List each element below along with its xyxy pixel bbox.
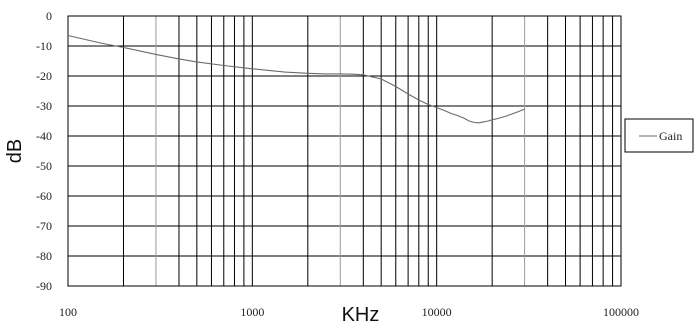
y-axis-label: dB <box>4 139 26 163</box>
y-tick-label: -90 <box>36 279 52 293</box>
series-line-gain <box>67 34 525 124</box>
x-tick-label: 1000 <box>240 305 264 319</box>
y-tick-label: -50 <box>36 159 52 173</box>
x-tick-labels: 100 1000 10000 100000 <box>59 305 639 319</box>
y-tick-label: -70 <box>36 219 52 233</box>
legend-entry-gain: Gain <box>659 129 682 143</box>
y-tick-labels: 0 -10 -20 -30 -40 -50 -60 -70 -80 -90 <box>36 9 52 293</box>
y-tick-label: -40 <box>36 129 52 143</box>
legend: Gain <box>624 118 694 153</box>
legend-box <box>624 118 694 153</box>
x-tick-label: 10000 <box>422 305 452 319</box>
y-tick-label: -20 <box>36 69 52 83</box>
plot-area <box>67 15 622 287</box>
x-grid <box>67 16 622 286</box>
x-axis-label: KHz <box>342 304 380 324</box>
x-tick-label: 100 <box>59 305 77 319</box>
y-tick-label: -30 <box>36 99 52 113</box>
y-tick-label: -80 <box>36 249 52 263</box>
y-grid <box>68 15 621 287</box>
x-tick-label: 100000 <box>603 305 639 319</box>
y-tick-label: 0 <box>46 9 52 23</box>
y-tick-label: -60 <box>36 189 52 203</box>
y-tick-label: -10 <box>36 39 52 53</box>
